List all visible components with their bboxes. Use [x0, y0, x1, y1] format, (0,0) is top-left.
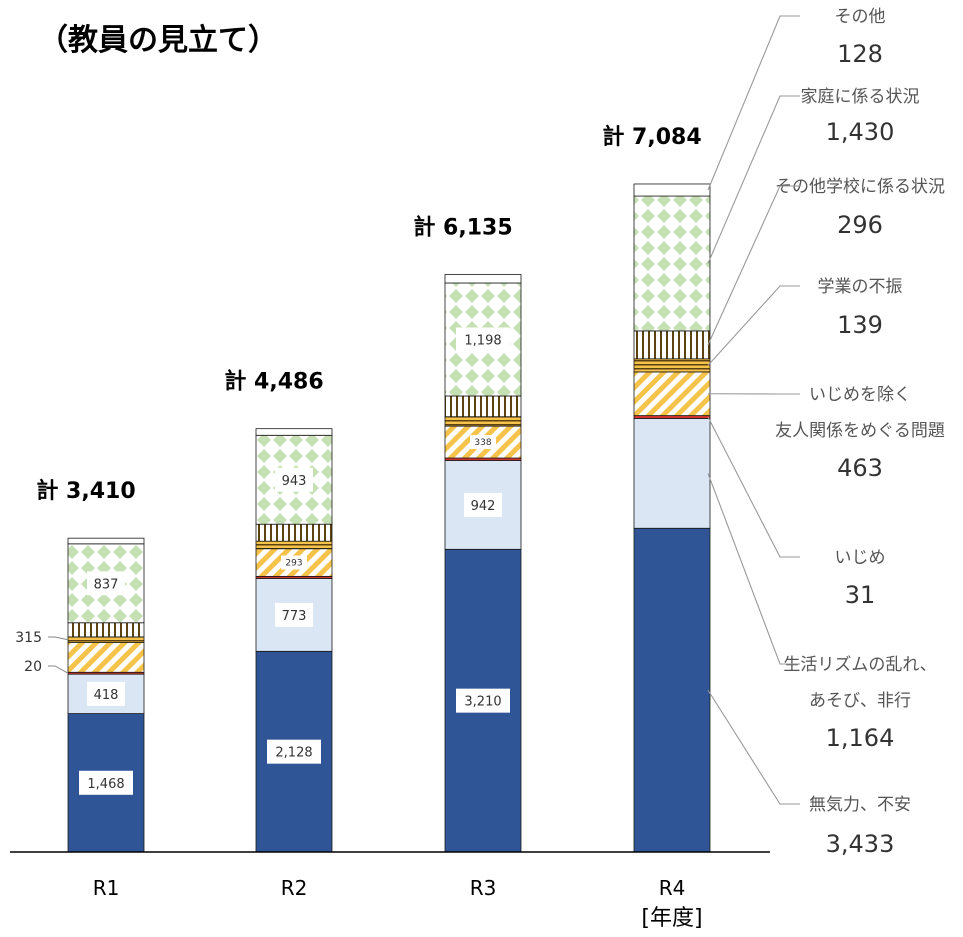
right-label-name: その他学校に係る状況 — [775, 177, 945, 197]
data-label-bg — [79, 770, 133, 795]
side-label-r1: 20 — [24, 659, 42, 675]
bar-segment-R4-4 — [633, 358, 711, 373]
data-label-bg — [275, 602, 313, 627]
leader-line — [707, 473, 800, 665]
total-label-R1: 計 3,410 — [36, 478, 135, 504]
data-label: 773 — [282, 609, 307, 624]
bars-layer — [67, 183, 711, 853]
category-label-R4: R4 — [659, 876, 686, 900]
bar-segment-R3-4 — [444, 416, 522, 427]
data-label: 942 — [471, 499, 496, 514]
right-label-value: 128 — [837, 40, 883, 68]
right-label-name: 友人関係をめぐる問題 — [775, 421, 945, 441]
right-label-name: いじめ — [835, 548, 886, 568]
bar-segment-R3-5 — [444, 395, 522, 418]
bar-segment-R2-5 — [255, 523, 333, 542]
data-label-bg — [275, 467, 313, 492]
category-label-R1: R1 — [93, 876, 120, 900]
leader-line — [707, 416, 800, 558]
total-label-R3: 計 6,135 — [413, 215, 512, 241]
data-label-bg — [267, 739, 321, 764]
right-label-name: あそび、非行 — [809, 691, 911, 711]
category-label-R3: R3 — [470, 876, 497, 900]
data-label: 338 — [474, 438, 491, 448]
data-label: 2,128 — [275, 746, 312, 761]
bar-segment-R4-1 — [633, 418, 711, 529]
bar-segment-R4-7 — [633, 183, 711, 197]
category-label-R2: R2 — [281, 876, 308, 900]
data-label: 1,468 — [87, 777, 124, 792]
right-label-value: 31 — [845, 581, 876, 609]
bar-segment-R4-6 — [633, 195, 711, 332]
data-label-bg — [464, 492, 502, 517]
side-label-r1: 315 — [15, 630, 42, 646]
bar-segment-R1-4 — [67, 636, 145, 643]
total-label-R4: 計 7,084 — [602, 124, 701, 150]
right-label-value: 3,433 — [826, 830, 895, 858]
leader-line — [707, 185, 800, 346]
bar-segment-R4-3 — [633, 371, 711, 416]
total-label-R2: 計 4,486 — [224, 369, 323, 395]
bar-segment-R4-0 — [633, 527, 711, 853]
leader-line — [707, 15, 800, 191]
x-axis-unit: [年度] — [641, 906, 702, 931]
data-label-bg — [456, 327, 510, 352]
right-labels-layer: その他 128 家庭に係る状況 1,430 その他学校に係る状況 296 学業の不振 139 い… — [707, 7, 945, 858]
right-label-name: 無気力、不安 — [809, 795, 911, 815]
data-label: 3,210 — [464, 695, 501, 710]
right-label-name: 生活リズムの乱れ、 — [783, 655, 936, 675]
bar-segment-R2-7 — [255, 428, 333, 436]
data-label-bg — [281, 555, 307, 570]
bar-segment-R4-5 — [633, 330, 711, 360]
bar-segment-R2-4 — [255, 540, 333, 550]
data-label-bg — [456, 688, 510, 713]
right-label-value: 1,430 — [826, 118, 895, 146]
leader-line — [48, 636, 69, 641]
bar-segment-R1-5 — [67, 622, 145, 638]
data-label-bg — [87, 571, 125, 596]
bar-segment-R1-3 — [67, 642, 145, 673]
leader-line — [48, 665, 69, 674]
right-label-name: いじめを除く — [809, 385, 911, 405]
data-label-bg — [470, 435, 496, 450]
right-label-value: 463 — [837, 454, 883, 482]
right-label-name: その他 — [835, 7, 886, 27]
chart-title: （教員の見立て） — [38, 23, 278, 58]
leader-line — [707, 689, 800, 805]
data-labels-layer: 計 3,410 R1 計 4,486 R2 計 6,135 R3 計 7,084 R4 1,46… — [15, 124, 701, 900]
data-label-bg — [87, 681, 125, 706]
data-label: 418 — [94, 688, 119, 703]
right-label-value: 1,164 — [826, 724, 895, 752]
data-label: 943 — [282, 474, 307, 489]
right-label-name: 家庭に係る状況 — [801, 87, 920, 107]
data-label: 1,198 — [464, 333, 501, 348]
data-label: 293 — [285, 559, 302, 569]
right-label-value: 139 — [837, 311, 883, 339]
bar-segment-R3-7 — [444, 274, 522, 284]
right-label-value: 296 — [837, 211, 883, 239]
data-label: 837 — [94, 577, 119, 592]
leader-line — [707, 285, 800, 366]
bar-segment-R4-2 — [633, 415, 711, 419]
right-label-name: 学業の不振 — [818, 277, 903, 297]
bar-segment-R1-7 — [67, 537, 145, 545]
leader-line — [707, 95, 800, 264]
